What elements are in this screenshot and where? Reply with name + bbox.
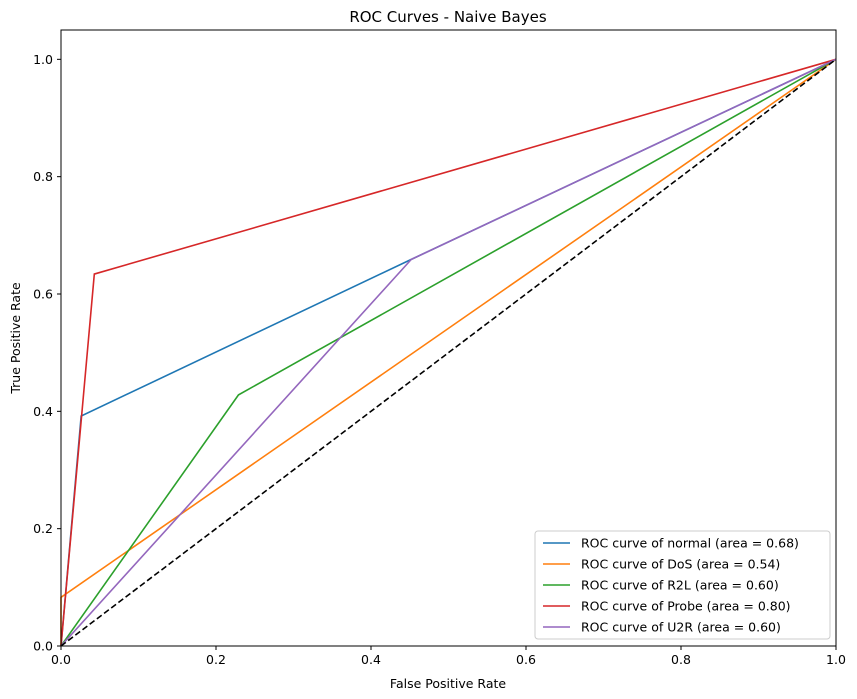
legend: ROC curve of normal (area = 0.68) ROC cur… — [534, 530, 831, 640]
plot-frame — [60, 29, 837, 647]
x-tick-label: 1.0 — [826, 652, 846, 667]
x-tick-label: 0.2 — [206, 652, 226, 667]
y-axis-ticks: 0.0 0.2 0.4 0.6 0.8 1.0 — [33, 52, 61, 654]
plot-area — [60, 29, 837, 647]
legend-label-3: ROC curve of Probe (area = 0.80) — [581, 599, 791, 614]
y-axis-label: True Positive Rate — [8, 282, 23, 395]
legend-label-4: ROC curve of U2R (area = 0.60) — [581, 620, 781, 635]
legend-label-2: ROC curve of R2L (area = 0.60) — [581, 578, 779, 593]
x-tick-label: 0.4 — [361, 652, 381, 667]
reference-diagonal-line — [60, 58, 837, 647]
legend-label-0: ROC curve of normal (area = 0.68) — [581, 536, 799, 551]
legend-label-1: ROC curve of DoS (area = 0.54) — [581, 557, 780, 572]
series-line-3 — [60, 58, 837, 647]
y-tick-label: 0.4 — [33, 404, 53, 419]
y-tick-label: 1.0 — [33, 52, 53, 67]
series-line-4 — [60, 58, 837, 647]
y-tick-label: 0.2 — [33, 521, 53, 536]
x-axis-label: False Positive Rate — [390, 676, 506, 691]
chart-title: ROC Curves - Naive Bayes — [349, 8, 547, 26]
series-line-2 — [60, 58, 837, 647]
legend-items: ROC curve of normal (area = 0.68) ROC cur… — [543, 536, 799, 635]
y-tick-label: 0.6 — [33, 287, 53, 302]
y-tick-label: 0.0 — [33, 639, 53, 654]
x-tick-label: 0.0 — [51, 652, 71, 667]
x-tick-label: 0.8 — [671, 652, 691, 667]
y-tick-label: 0.8 — [33, 169, 53, 184]
x-axis-ticks: 0.0 0.2 0.4 0.6 0.8 1.0 — [51, 646, 846, 667]
x-tick-label: 0.6 — [516, 652, 536, 667]
legend-box — [534, 530, 831, 640]
